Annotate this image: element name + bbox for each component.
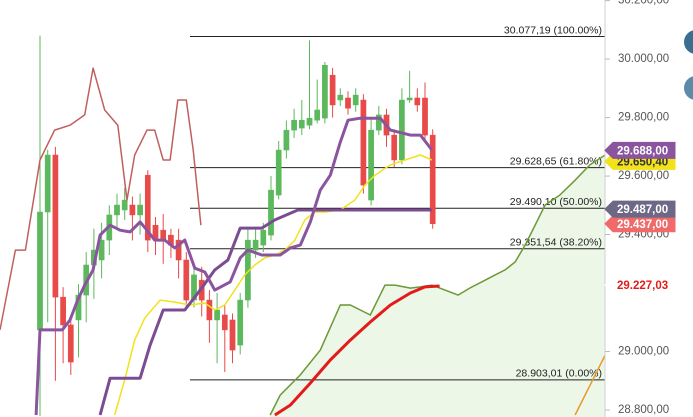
candle-body [214,309,220,321]
avatar[interactable] [684,76,693,100]
candle-body [360,99,367,186]
y-tick-label: 30.200,00 [618,0,669,7]
indicator-line [34,116,434,416]
candle-body [229,319,236,351]
y-tick-label: 28.800,00 [618,404,669,416]
y-tick-label: 29.800,00 [618,112,669,124]
candle-body [183,259,190,301]
fib-label: 29.351,54 (38.20%) [510,237,602,249]
candle-body [314,109,321,121]
candle-body [406,97,413,101]
indicator-line [0,67,202,331]
price-badge [604,215,676,233]
price-badge [604,276,676,294]
candle-body [422,97,428,136]
candle-body [206,299,213,321]
indicator-line [574,354,605,416]
plot-area: 30.077,19 (100.00%) 29.628,65 (61.80%) 29.… [0,24,605,417]
candle-body [260,229,267,246]
price-badge-label: 29.487,00 [617,204,668,216]
indicator-line [274,284,440,417]
candle-body [345,97,351,109]
candle-body [67,324,74,363]
candle-body [368,129,374,201]
candle-body [114,204,120,216]
candle-body [375,114,382,131]
price-badge-label: 29.437,00 [617,219,668,231]
price-badge-label: 29.227,03 [617,280,668,292]
y-tick-label: 29.000,00 [618,346,669,358]
candle-body [337,94,344,101]
candle-body [221,314,228,331]
candle-body [399,99,405,161]
fib-label: 30.077,19 (100.00%) [504,24,602,36]
candle-body [298,119,305,129]
candle-body [98,239,105,261]
fib-label: 29.628,65 (61.80%) [510,155,602,167]
candle-body [306,117,313,126]
candle-body [429,134,436,224]
indicator-line [98,208,432,416]
span-line [269,154,605,416]
price-badge-label: 29.688,00 [617,145,668,157]
candle-body [275,149,282,196]
candle-body [283,129,290,151]
candle-body [237,299,244,346]
candle-body [391,134,398,161]
candle-body [129,204,136,216]
candle-body [252,239,259,251]
fib-label: 28.903,01 (0.00%) [516,368,602,380]
candle-body [52,154,59,298]
candle-body [414,97,421,106]
candle-body [144,174,151,241]
candle-body [268,189,274,236]
candle-body [60,296,66,326]
candle-body [322,64,328,119]
candle-body [137,204,143,216]
candle-body [44,154,51,213]
y-axis: 30.200,00 30.000,00 29.800,00 29.600,00 29.4… [604,0,676,416]
candle-body [175,239,182,261]
y-tick-label: 30.000,00 [618,53,669,65]
cloud-fill [270,155,605,417]
price-badge [604,200,676,218]
y-tick-label: 29.600,00 [618,170,669,182]
candle-body [291,119,297,131]
candle-body [37,211,43,331]
candle-body [329,74,336,106]
price-badge [604,141,676,159]
avatar[interactable] [684,30,693,54]
candle-body [121,199,128,211]
candle-body [352,94,359,106]
fib-label: 29.490,10 (50.00%) [510,196,602,208]
price-badge-label: 29.650,40 [617,156,668,168]
